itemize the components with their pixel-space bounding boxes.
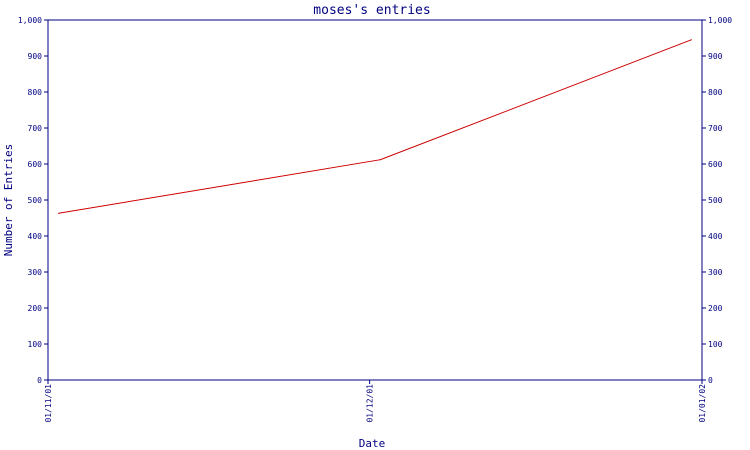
y-tick-label-left: 0 xyxy=(37,376,42,385)
y-tick-label-left: 600 xyxy=(28,160,43,169)
y-axis-label: Number of Entries xyxy=(2,144,15,257)
y-tick-label-left: 800 xyxy=(28,88,43,97)
y-tick-label-left: 900 xyxy=(28,52,43,61)
y-tick-label-right: 1,000 xyxy=(708,16,732,25)
y-tick-label-right: 700 xyxy=(708,124,723,133)
y-tick-label-right: 300 xyxy=(708,268,723,277)
y-tick-label-right: 200 xyxy=(708,304,723,313)
series-layer xyxy=(58,39,692,214)
y-tick-label-left: 400 xyxy=(28,232,43,241)
data-point xyxy=(690,39,692,41)
x-tick-label: 01/01/02 xyxy=(698,384,707,423)
data-point xyxy=(379,159,381,161)
y-tick-label-right: 0 xyxy=(708,376,713,385)
y-tick-label-left: 500 xyxy=(28,196,43,205)
x-tick-label: 01/11/01 xyxy=(44,384,53,423)
series-line xyxy=(58,39,692,214)
y-tick-label-left: 200 xyxy=(28,304,43,313)
y-tick-label-left: 300 xyxy=(28,268,43,277)
x-axis: 01/11/01 01/12/01 01/01/02 xyxy=(44,380,707,423)
data-point xyxy=(58,212,60,214)
y-tick-label-left: 100 xyxy=(28,340,43,349)
y-tick-label-right: 600 xyxy=(708,160,723,169)
x-axis-label: Date xyxy=(359,437,386,450)
chart-title: moses's entries xyxy=(313,3,430,18)
y-tick-label-right: 100 xyxy=(708,340,723,349)
y-tick-label-right: 400 xyxy=(708,232,723,241)
y-tick-label-left: 1,000 xyxy=(18,16,42,25)
y-axis-left: 0 100 200 300 400 500 600 700 800 900 1,000 xyxy=(18,16,48,385)
x-tick-label: 01/12/01 xyxy=(366,384,375,423)
y-axis-right: 0 100 200 300 400 500 600 700 800 900 1,000 xyxy=(702,16,732,385)
y-tick-label-right: 800 xyxy=(708,88,723,97)
y-tick-label-right: 500 xyxy=(708,196,723,205)
y-tick-label-right: 900 xyxy=(708,52,723,61)
y-tick-label-left: 700 xyxy=(28,124,43,133)
